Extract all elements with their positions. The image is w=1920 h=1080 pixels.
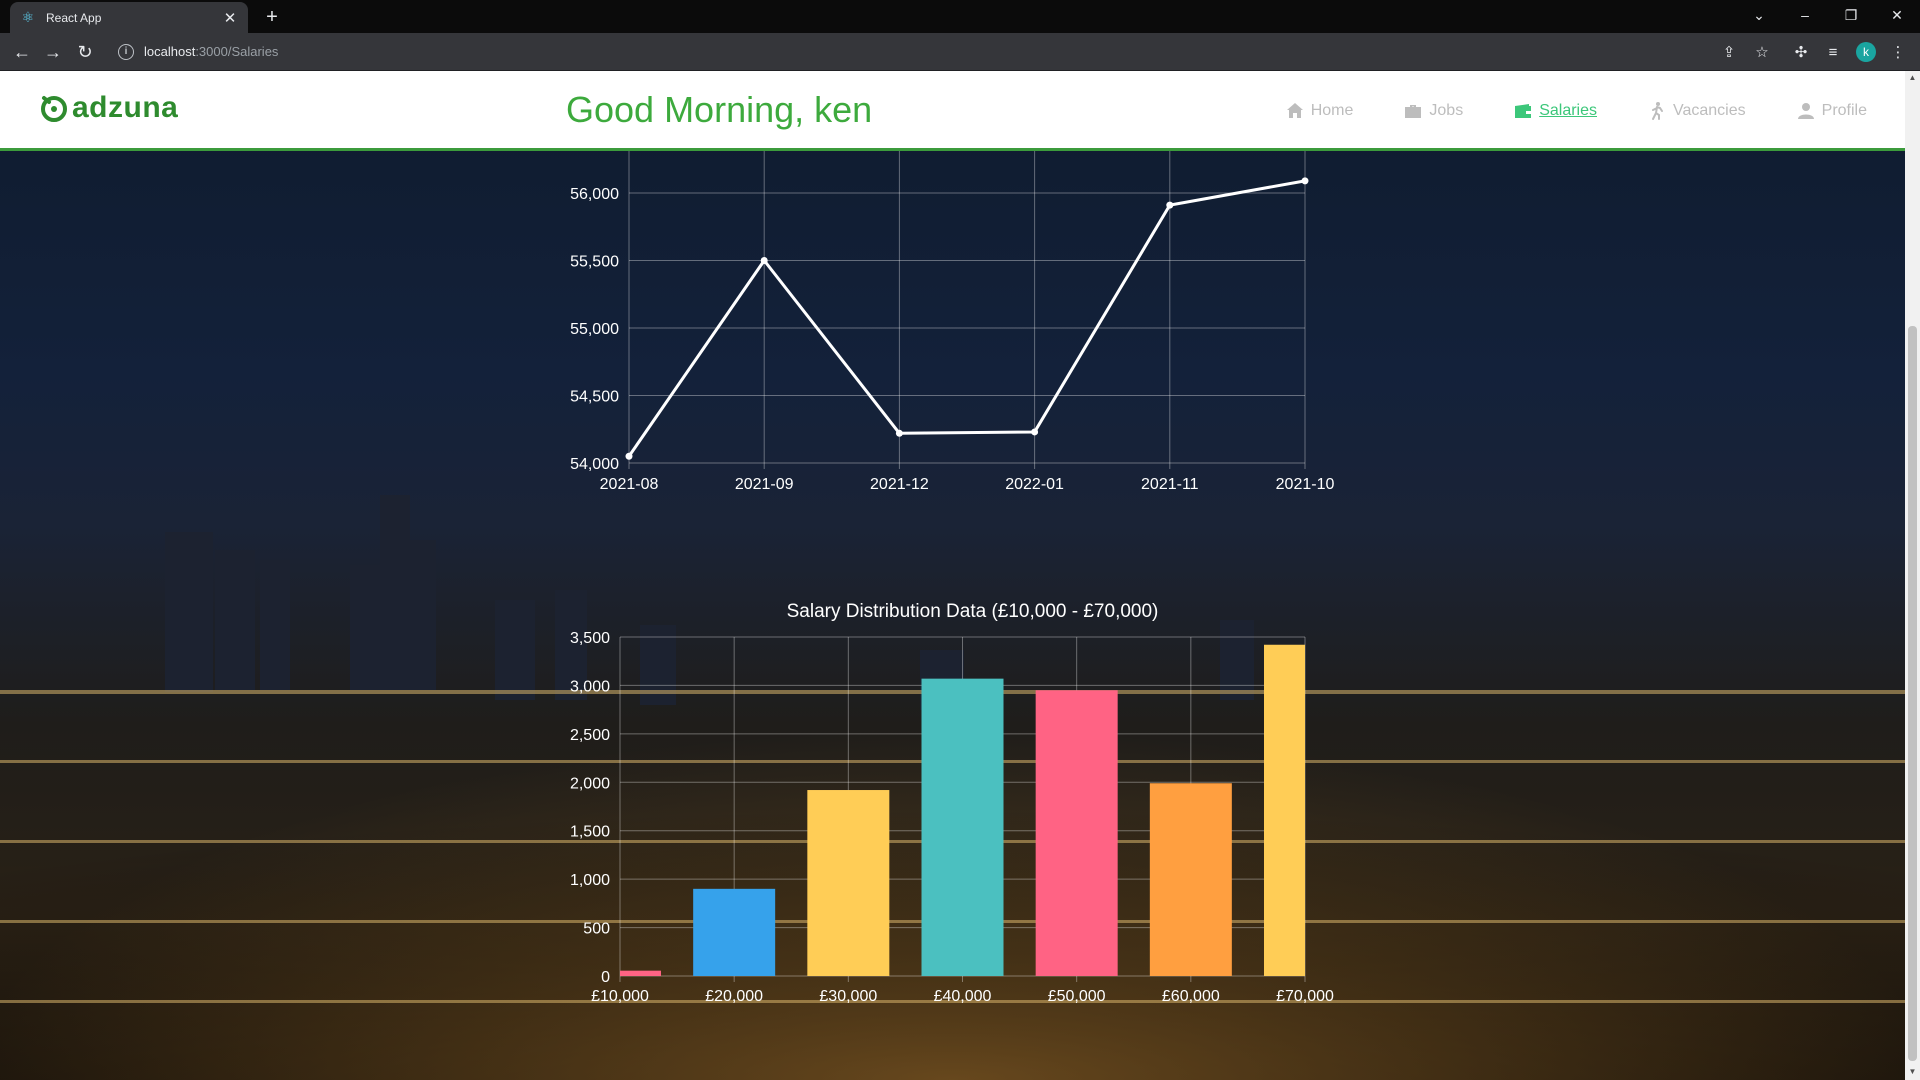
site-info-icon[interactable]: i xyxy=(118,43,134,60)
close-tab-icon[interactable]: ✕ xyxy=(223,9,237,27)
walking-person-icon xyxy=(1652,102,1663,120)
browser-tab[interactable]: ⚛ React App ✕ xyxy=(10,2,248,33)
x-tick-label: 2021-11 xyxy=(1141,476,1199,493)
x-tick-label: £40,000 xyxy=(934,988,992,1005)
adzuna-logo-icon xyxy=(41,96,67,122)
salary-distribution-bar-chart: Salary Distribution Data (£10,000 - £70,… xyxy=(570,601,1334,1005)
x-tick-label: £20,000 xyxy=(705,988,763,1005)
y-tick-label: 2,000 xyxy=(570,775,610,792)
adzuna-logo[interactable]: adzuna xyxy=(38,91,178,125)
x-tick-label: 2021-08 xyxy=(600,476,659,493)
y-tick-label: 3,500 xyxy=(570,630,610,647)
x-tick-label: £30,000 xyxy=(819,988,877,1005)
y-tick-label: 1,000 xyxy=(570,872,610,889)
wallet-icon xyxy=(1515,104,1532,118)
x-tick-label: 2021-12 xyxy=(870,476,929,493)
url-host: localhost xyxy=(144,44,196,59)
bar xyxy=(693,888,776,976)
browser-toolbar: ← → ↻ i localhost:3000/Salaries ⇪ ☆ ✣ ≡ … xyxy=(0,33,1920,71)
salary-trend-line-chart: 54,000 54,500 55,000 55,500 56,000 2021-08 202… xyxy=(570,151,1335,493)
nav-vacancies-label: Vacancies xyxy=(1673,102,1746,119)
x-tick-label: £50,000 xyxy=(1048,988,1106,1005)
bar xyxy=(921,678,1004,976)
y-tick-label: 2,500 xyxy=(570,727,610,744)
bar xyxy=(807,790,890,976)
line-chart-grid xyxy=(628,151,1306,469)
y-tick-label: 54,000 xyxy=(570,456,619,473)
bar xyxy=(1035,690,1118,976)
series-line xyxy=(627,179,1306,458)
bar xyxy=(1264,644,1305,976)
url-path: :3000/Salaries xyxy=(195,44,279,59)
react-icon: ⚛ xyxy=(21,9,35,25)
data-point xyxy=(760,257,768,264)
nav-vacancies[interactable]: Vacancies xyxy=(1647,101,1746,121)
x-tick-label: 2021-09 xyxy=(735,476,794,493)
x-tick-label: 2022-01 xyxy=(1005,476,1064,493)
data-point xyxy=(1166,201,1174,209)
home-icon xyxy=(1286,103,1303,118)
nav-home[interactable]: Home xyxy=(1285,101,1354,121)
briefcase-icon xyxy=(1405,105,1422,118)
browser-tab-strip: ⚛ React App ✕ + ⌄ – ❐ ✕ xyxy=(0,0,1920,33)
nav-jobs-label: Jobs xyxy=(1429,102,1464,119)
data-point xyxy=(625,452,633,460)
bar xyxy=(620,970,661,976)
bar xyxy=(1149,783,1232,976)
nav-home-label: Home xyxy=(1310,102,1354,119)
y-tick-label: 0 xyxy=(601,969,610,986)
reading-list-icon[interactable]: ≡ xyxy=(1828,43,1838,61)
nav-profile[interactable]: Profile xyxy=(1796,101,1867,121)
y-tick-label: 1,500 xyxy=(570,824,610,841)
y-tick-label: 500 xyxy=(583,921,610,938)
x-tick-label: £70,000 xyxy=(1276,988,1334,1005)
data-point xyxy=(895,429,903,437)
minimize-button[interactable]: – xyxy=(1801,7,1809,23)
y-tick-label: 3,000 xyxy=(570,678,610,695)
page-viewport: adzuna Good Morning, ken Home Jobs Salar… xyxy=(0,71,1905,1080)
restore-button[interactable]: ❐ xyxy=(1844,6,1858,23)
nav-salaries-label: Salaries xyxy=(1539,102,1597,119)
x-tick-label: 2021-10 xyxy=(1276,476,1335,493)
page-greeting: Good Morning, ken xyxy=(566,89,873,130)
bookmark-star-icon[interactable]: ☆ xyxy=(1755,44,1769,61)
bar-chart-title: Salary Distribution Data (£10,000 - £70,… xyxy=(787,601,1159,622)
scrollbar-thumb[interactable] xyxy=(1908,326,1917,1061)
x-tick-label: £60,000 xyxy=(1162,988,1220,1005)
tab-search-icon[interactable]: ⌄ xyxy=(1753,6,1765,23)
nav-salaries[interactable]: Salaries xyxy=(1513,101,1597,121)
nav-profile-label: Profile xyxy=(1821,102,1867,119)
back-button[interactable]: ← xyxy=(13,41,31,62)
y-tick-label: 54,500 xyxy=(570,389,619,406)
profile-avatar[interactable]: k xyxy=(1856,42,1876,62)
main-nav: Home Jobs Salaries Vacancies Profile xyxy=(1235,71,1867,151)
extensions-puzzle-icon[interactable]: ✣ xyxy=(1794,44,1808,61)
close-window-button[interactable]: ✕ xyxy=(1891,6,1903,23)
y-tick-label: 56,000 xyxy=(570,186,619,203)
new-tab-button[interactable]: + xyxy=(266,6,278,28)
data-point xyxy=(1301,177,1309,185)
y-tick-label: 55,000 xyxy=(570,321,619,338)
share-icon[interactable]: ⇪ xyxy=(1722,44,1736,61)
logo-text: adzuna xyxy=(72,91,179,124)
page-scrollbar[interactable]: ▲ ▼ xyxy=(1905,71,1920,1080)
y-tick-label: 55,500 xyxy=(570,254,619,271)
app-header: adzuna Good Morning, ken Home Jobs Salar… xyxy=(0,71,1905,151)
scroll-down-arrow-icon[interactable]: ▼ xyxy=(1908,1067,1917,1076)
forward-button[interactable]: → xyxy=(44,41,62,62)
menu-dots-icon[interactable]: ⋮ xyxy=(1890,44,1906,61)
user-icon xyxy=(1797,103,1814,119)
data-point xyxy=(1031,428,1039,436)
x-tick-label: £10,000 xyxy=(591,988,649,1005)
address-bar[interactable]: i localhost:3000/Salaries xyxy=(110,37,1730,66)
nav-jobs[interactable]: Jobs xyxy=(1403,101,1463,121)
scroll-up-arrow-icon[interactable]: ▲ xyxy=(1908,73,1917,82)
tab-title: React App xyxy=(46,10,102,25)
reload-button[interactable]: ↻ xyxy=(77,41,93,62)
